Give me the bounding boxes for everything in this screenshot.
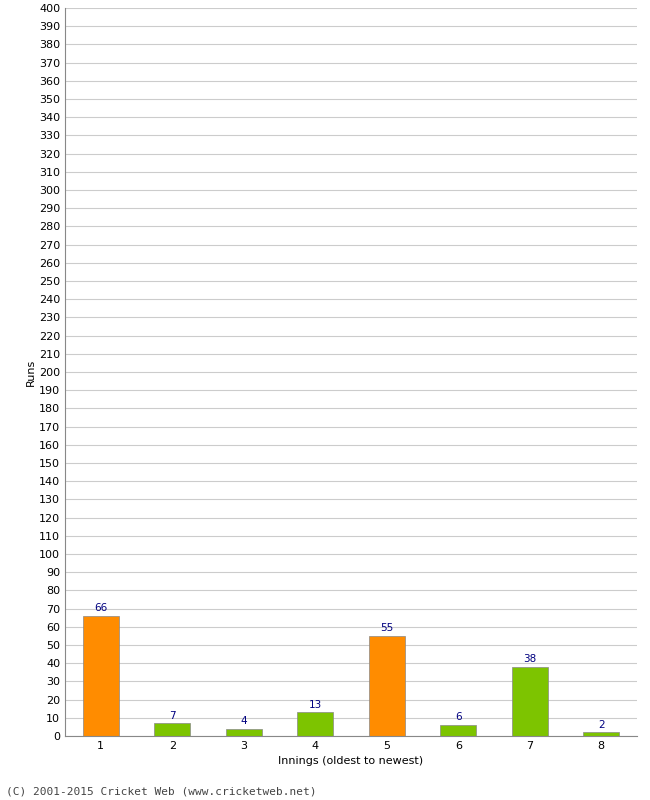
Bar [512,667,547,736]
Text: 4: 4 [240,716,247,726]
Bar [441,725,476,736]
Bar [584,732,619,736]
Text: 6: 6 [455,712,461,722]
Text: 66: 66 [94,603,107,613]
Bar [83,616,118,736]
Bar [369,636,404,736]
Bar [298,712,333,736]
Bar [226,729,261,736]
Y-axis label: Runs: Runs [26,358,36,386]
Text: (C) 2001-2015 Cricket Web (www.cricketweb.net): (C) 2001-2015 Cricket Web (www.cricketwe… [6,786,317,796]
Bar [155,723,190,736]
Text: 7: 7 [169,710,176,721]
Text: 13: 13 [309,700,322,710]
Text: 2: 2 [598,720,604,730]
Text: 38: 38 [523,654,536,664]
Text: 55: 55 [380,623,393,633]
X-axis label: Innings (oldest to newest): Innings (oldest to newest) [278,757,424,766]
